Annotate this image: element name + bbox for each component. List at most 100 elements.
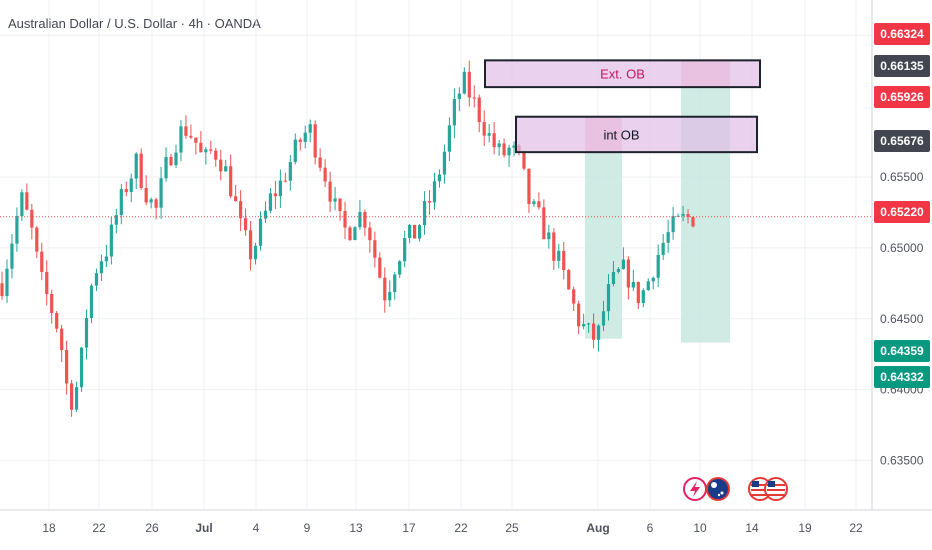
candle-body [318,157,322,168]
au-flag-icon[interactable] [706,477,730,501]
time-tick-label: 14 [745,521,759,535]
candle-body [413,224,417,239]
candle-body [522,151,526,169]
price-tag-label: 0.65220 [880,205,924,219]
price-tag-label: 0.65926 [880,90,924,104]
candle-body [472,97,476,99]
candle-body [10,243,14,269]
candle-body [144,187,148,203]
candle-body [408,224,412,239]
candle-body [691,217,695,227]
time-tick-label: 22 [454,521,468,535]
candle-body [164,156,168,179]
candle-body [487,133,491,136]
price-axis-background [872,0,932,550]
candle-body [596,325,601,340]
candle-body [671,215,675,233]
candle-body [457,93,461,100]
candle-body [542,207,546,240]
candle-body [512,145,516,148]
candle-body [557,250,561,261]
candle-body [268,193,273,211]
price-tick-label: 0.63500 [880,453,924,467]
candle-body [139,153,143,188]
candle-body [656,254,660,278]
candle-body [25,192,29,210]
price-tags: 0.66324 0.66135 0.65926 0.65676 0.65220 0.643… [874,23,930,388]
candle-body [69,383,74,410]
candle-body [378,257,382,278]
candle-body [65,350,69,384]
candle-body [234,196,238,202]
time-tick-label: Aug [586,521,609,535]
time-tick-label: 17 [402,521,416,535]
candle-body [666,232,670,243]
candle-body [189,135,193,138]
candle-body [283,180,287,182]
candle-body [224,166,228,172]
candle-body [348,227,352,241]
candle-body [462,71,466,94]
candle-body [398,261,402,275]
candle-body [229,166,233,197]
candle-body [308,124,312,133]
price-tag [874,86,930,108]
candle-body [601,311,606,326]
candle-body [442,151,447,175]
candle-body [527,168,531,205]
candle-body [686,214,690,218]
candle-body [169,156,173,166]
price-tag-label: 0.66135 [880,59,924,73]
candle-body [5,268,9,297]
candle-body [636,281,640,304]
candle-body [363,211,367,228]
time-tick-label: 25 [505,521,519,535]
time-axis[interactable]: 18 22 26 Jul 4 9 13 17 22 25 Aug 6 10 14 19 22 [42,521,863,535]
price-tag-label: 0.65676 [880,134,924,148]
candle-body [298,139,302,142]
candle-body [194,137,198,143]
time-tick-label: 26 [145,521,159,535]
candle-body [239,201,243,219]
candle-body [174,152,178,166]
candle-body [199,142,203,153]
lightning-icon[interactable] [683,477,707,501]
us-flag-icon[interactable] [764,477,788,501]
price-tag [874,55,930,77]
candle-body [258,218,263,246]
economic-events[interactable] [683,477,788,501]
price-tag [874,130,930,152]
price-tag-label: 0.64332 [880,370,924,384]
order-block-box[interactable] [484,59,761,89]
candle-body [263,210,268,219]
time-tick-label: 6 [647,521,654,535]
price-tag [874,201,930,223]
candle-body [606,284,611,312]
candle-body [641,290,645,304]
candle-body [119,189,123,216]
candle-body [109,224,113,257]
candle-body [681,214,685,216]
chart-title: Australian Dollar / U.S. Dollar · 4h · O… [8,16,261,31]
candle-body [248,230,253,260]
candle-body [179,126,183,153]
candle-body [388,292,392,301]
candle-body [611,271,616,285]
candle-body [288,162,292,181]
candle-body [577,303,581,327]
candle-body [492,133,496,148]
order-block-box[interactable] [515,115,758,154]
candle-body [497,143,501,148]
time-tick-label: 13 [349,521,363,535]
time-tick-label: 22 [849,521,863,535]
candle-body [45,271,49,294]
candle-body [328,181,332,202]
candle-body [219,159,223,172]
candle-body [591,323,596,340]
time-tick-label: 9 [304,521,311,535]
candle-body [253,245,258,260]
candle-body [15,216,19,244]
candle-body [338,198,342,212]
price-tick-label: 0.65000 [880,241,924,255]
